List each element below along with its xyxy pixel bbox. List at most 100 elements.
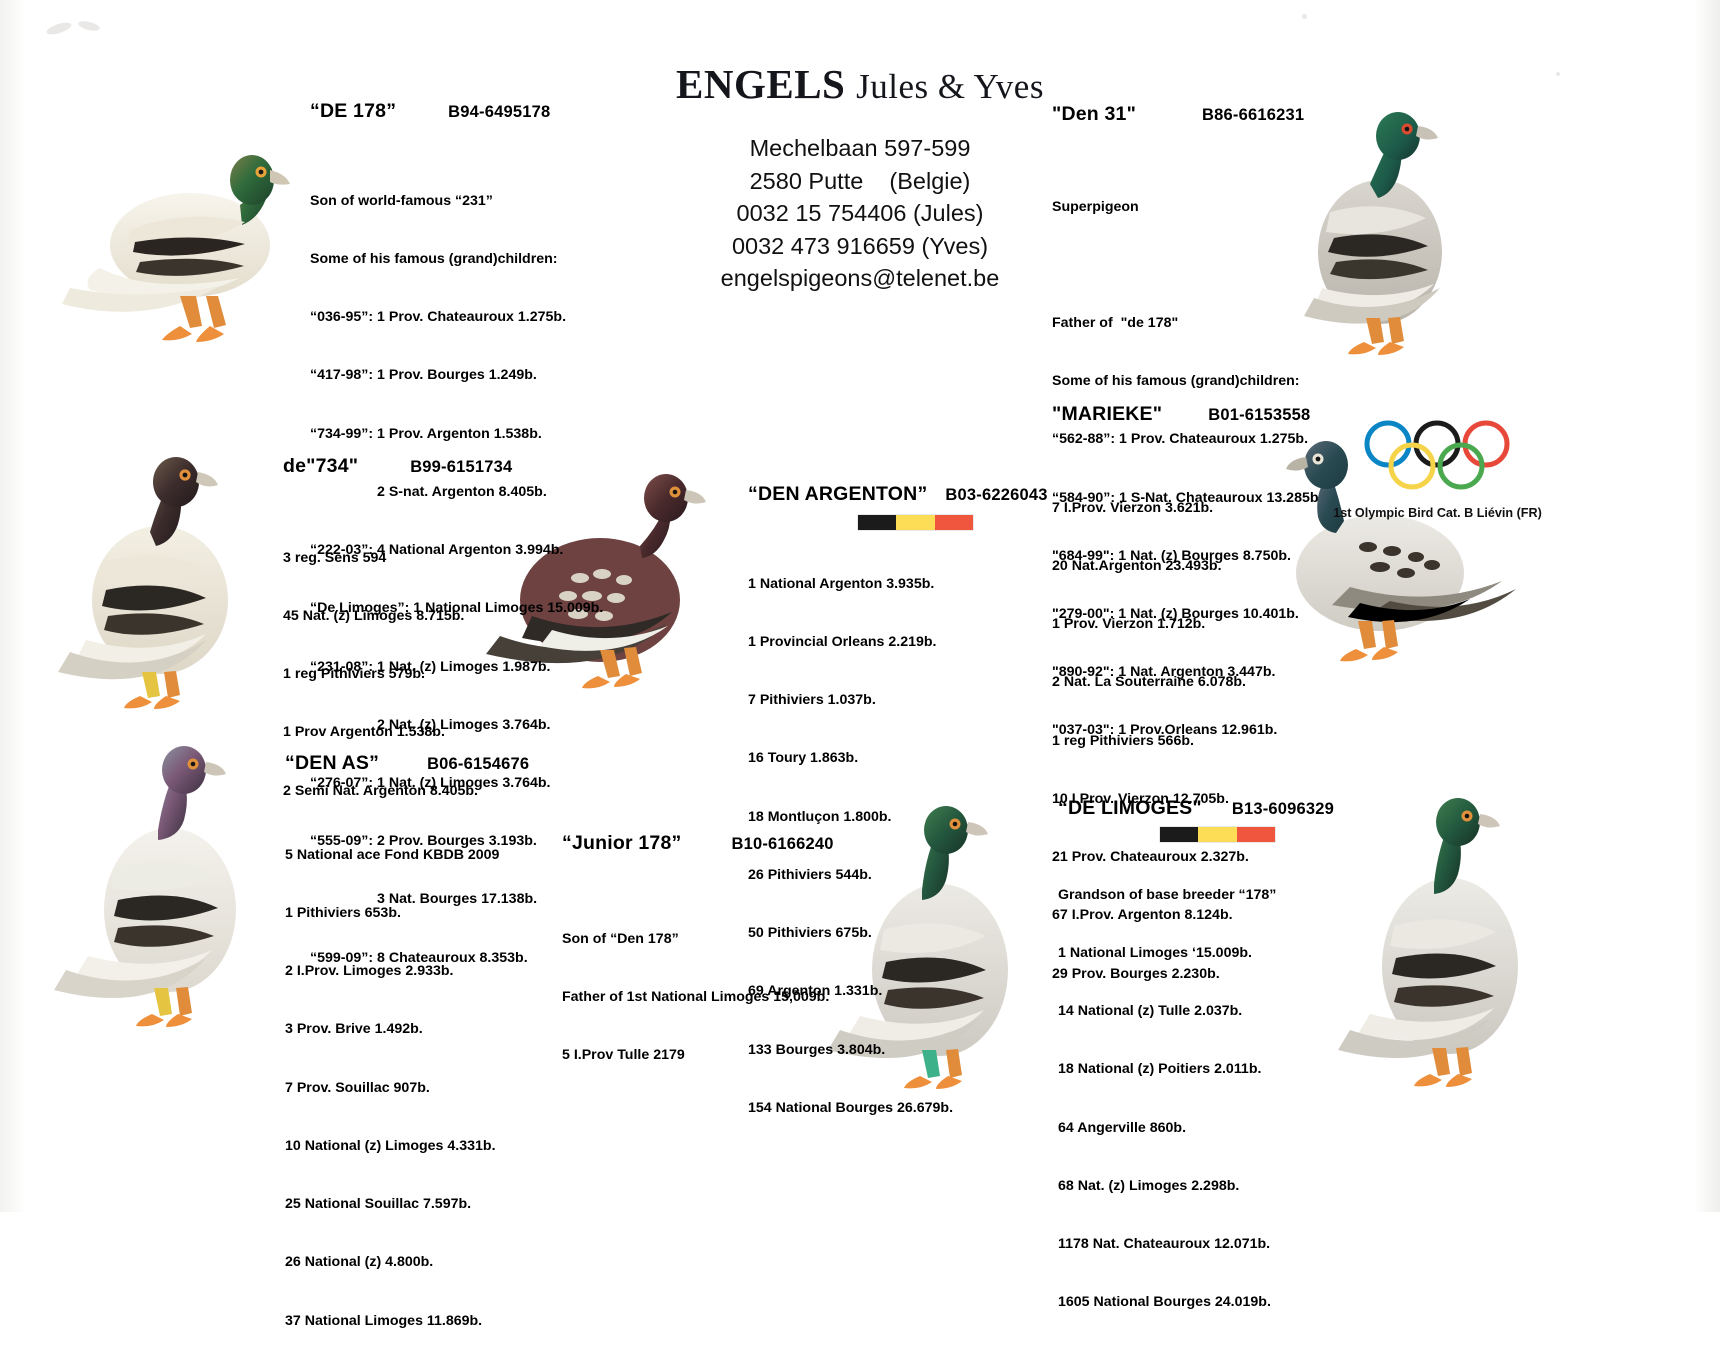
palmares-line: Son of world-famous “231”: [310, 192, 493, 209]
pigeon-name: “DE LIMOGES": [1058, 797, 1202, 819]
pigeon-ring-number: B06-6154676: [427, 755, 530, 773]
palmares-line: 29 Prov. Bourges 2.230b.: [1052, 965, 1220, 982]
loft-brand-title: ENGELS Jules & Yves: [610, 60, 1110, 108]
palmares-line: 1 National Limoges ‘15.009b.: [1058, 945, 1252, 962]
palmares-line: 64 Angerville 860b.: [1058, 1119, 1187, 1136]
pigeon-name: “DE 178”: [310, 100, 397, 122]
palmares-line: 37 National Limoges 11.869b.: [285, 1312, 483, 1329]
pigeon-photo-de-734: [30, 440, 290, 710]
palmares-line: 1 Prov Argenton 1.538b.: [283, 724, 445, 741]
palmares-line: 1 National Argenton 3.935b.: [748, 575, 935, 592]
pigeon-palmares-de-limoges: Grandson of base breeder “178” 1 Nationa…: [1058, 847, 1358, 1352]
palmares-line: 7 I.Prov. Vierzon 3.621b.: [1052, 499, 1214, 516]
olympic-award-caption: 1st Olympic Bird Cat. B Liévin (FR): [1333, 506, 1542, 520]
palmares-line: “417-98”: 1 Prov. Bourges 1.249b.: [310, 367, 537, 384]
palmares-line: 16 Toury 1.863b.: [748, 750, 859, 767]
pigeon-entry-de-178: “DE 178” B94-6495178 Son of world-famous…: [310, 100, 610, 1007]
palmares-line: "684-99": 1 Nat. (z) Bourges 8.750b.: [1052, 547, 1291, 564]
palmares-line: 26 Pithiviers 544b.: [748, 866, 872, 883]
palmares-line: 68 Nat. (z) Limoges 2.298b.: [1058, 1177, 1240, 1194]
pigeon-palmares-den-31: Superpigeon Father of "de 178" Some of h…: [1052, 159, 1352, 780]
palmares-line: “734-99”: 1 Prov. Argenton 1.538b.: [310, 425, 542, 442]
palmares-line: 7 Pithiviers 1.037b.: [748, 692, 876, 709]
pigeon-entry-den-argenton: “DEN ARGENTON” B03-6226043 1 National Ar…: [748, 483, 1048, 1157]
palmares-line: 2 Nat. (z) Limoges 3.764b.: [310, 716, 551, 733]
pigeon-photo-junior-178: [810, 790, 1080, 1090]
pigeon-ring-number: B10-6166240: [731, 835, 834, 853]
palmares-line: Some of his famous (grand)children:: [1052, 373, 1300, 390]
palmares-line: 1605 National Bourges 24.019b.: [1058, 1294, 1271, 1311]
palmares-line: 69 Argenton 1.331b.: [748, 983, 883, 1000]
pigeon-name: “Junior 178”: [562, 832, 682, 854]
palmares-line: Grandson of base breeder “178”: [1058, 886, 1277, 903]
palmares-line: 1178 Nat. Chateauroux 12.071b.: [1058, 1236, 1271, 1253]
email-address: engelspigeons@telenet.be: [720, 265, 1000, 291]
palmares-line: “231-08”: 1 Nat. (z) Limoges 1.987b.: [310, 658, 551, 675]
pigeon-name: "MARIEKE": [1052, 403, 1163, 425]
palmares-line: “276-07”: 1 Nat. (z) Limoges 3.764b.: [310, 775, 551, 791]
palmares-line: Superpigeon: [1052, 198, 1139, 215]
palmares-line: “036-95”: 1 Prov. Chateauroux 1.275b.: [310, 309, 567, 326]
spacer: [1052, 256, 1352, 275]
catalog-page: ENGELS Jules & Yves Mechelbaan 597-599 2…: [0, 0, 1720, 1329]
brand-surname: ENGELS: [676, 61, 846, 107]
pigeon-palmares-junior-178: Son of “Den 178” Father of 1st National …: [562, 891, 862, 1104]
pigeon-name: de"734": [283, 455, 359, 477]
palmares-line: “222-03”: 4 National Argenton 3.994b.: [310, 542, 564, 559]
palmares-line: Son of “Den 178”: [562, 930, 679, 947]
pigeon-photo-marieke: [1240, 425, 1530, 675]
olympic-rings-icon: [1362, 418, 1512, 496]
palmares-line: 1 Provincial Orleans 2.219b.: [748, 634, 937, 651]
palmares-line: 5 I.Prov Tulle 2179: [562, 1047, 685, 1064]
pigeon-ring-number: B01-6153558: [1208, 406, 1311, 424]
palmares-line: 10 I.Prov. Vierzon 12.705b.: [1052, 790, 1229, 807]
palmares-line: "890-92": 1 Nat. Argenton 3.447b.: [1052, 664, 1276, 681]
palmares-line: “599-09”: 8 Chateauroux 8.353b.: [310, 949, 528, 966]
address-line: 2580 Putte (Belgie): [749, 167, 971, 194]
palmares-line: “584-90”: 1 S-Nat. Chateauroux 13.285b: [1052, 489, 1319, 506]
palmares-line: 1 Prov. Vierzon 1.712b.: [1052, 616, 1206, 633]
pigeon-ring-number: B03-6226043: [945, 486, 1048, 504]
pigeon-palmares-marieke: 7 I.Prov. Vierzon 3.621b. 20 Nat.Argento…: [1052, 460, 1352, 1023]
palmares-line: 2 Nat. La Souterraine 6.078b.: [1052, 674, 1246, 691]
paper-speck: [45, 20, 73, 37]
palmares-line: 154 National Bourges 26.679b.: [748, 1099, 954, 1116]
palmares-line: "037-03": 1 Prov.Orleans 12.961b.: [1052, 722, 1278, 739]
palmares-line: Some of his famous (grand)children:: [310, 251, 558, 268]
palmares-line: Father of "de 178": [1052, 314, 1179, 331]
pigeon-photo-de-178: [40, 110, 310, 360]
palmares-line: 14 National (z) Tulle 2.037b.: [1058, 1003, 1243, 1020]
pigeon-palmares-de-178: Son of world-famous “231” Some of his fa…: [310, 153, 610, 1007]
palmares-line: 10 National (z) Limoges 4.331b.: [285, 1137, 496, 1154]
pigeon-photo-den-31: [1270, 92, 1520, 362]
palmares-line: “562-88”: 1 Prov. Chateauroux 1.275b.: [1052, 431, 1309, 448]
pigeon-entry-marieke: "MARIEKE" B01-6153558 7 I.Prov. Vierzon …: [1052, 403, 1352, 1023]
palmares-line: 67 I.Prov. Argenton 8.124b.: [1052, 907, 1233, 924]
palmares-line: 2 S-nat. Argenton 8.405b.: [310, 483, 547, 500]
palmares-line: 26 National (z) 4.800b.: [285, 1254, 434, 1271]
pigeon-ring-number: B99-6151734: [410, 458, 513, 476]
palmares-line: 5 National ace Fond KBDB 2009: [285, 846, 500, 863]
pigeon-palmares-den-argenton: 1 National Argenton 3.935b. 1 Provincial…: [748, 536, 1048, 1157]
pigeon-entry-den-as: “DEN AS” B06-6154676 5 National ace Fond…: [285, 752, 585, 1370]
pigeon-name: “DEN AS”: [285, 752, 380, 774]
pigeon-photo-den-argenton: [460, 450, 740, 710]
palmares-line: 3 Nat. Bourges 17.138b.: [310, 891, 538, 908]
pigeon-name: "Den 31": [1052, 103, 1137, 125]
palmares-line: 18 Montluçon 1.800b.: [748, 808, 892, 825]
pigeon-ring-number: B86-6616231: [1202, 106, 1305, 124]
palmares-line: 1 reg Pithiviers 566b.: [1052, 732, 1194, 749]
paper-speck: [1302, 14, 1307, 19]
belgian-flag-icon: [1160, 827, 1275, 842]
palmares-line: 3 Prov. Brive 1.492b.: [285, 1021, 423, 1038]
palmares-line: 133 Bourges 3.804b.: [748, 1041, 886, 1058]
paper-speck: [77, 19, 101, 33]
pigeon-palmares-den-as: 5 National ace Fond KBDB 2009 1 Pithivie…: [285, 807, 585, 1370]
palmares-line: “555-09”: 2 Prov. Bourges 3.193b.: [310, 833, 537, 850]
palmares-line: 7 Prov. Souillac 907b.: [285, 1079, 430, 1096]
palmares-line: 2 Semi Nat. Argenton 8.405b.: [283, 782, 479, 799]
loft-contact-details: Mechelbaan 597-599 2580 Putte (Belgie) 0…: [600, 132, 1120, 295]
palmares-line: 1 reg Pithiviers 579b.: [283, 666, 425, 683]
palmares-line: 21 Prov. Chateauroux 2.327b.: [1052, 849, 1249, 866]
palmares-line: 2 I.Prov. Limoges 2.933b.: [285, 963, 454, 980]
